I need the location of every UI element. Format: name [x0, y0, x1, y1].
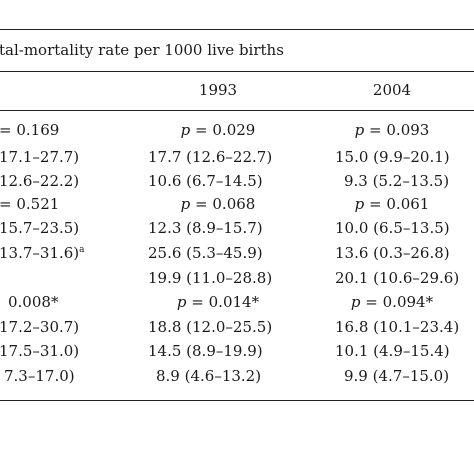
- rule-under-title: [0, 71, 474, 72]
- cell-col1: 17.2–30.7): [0, 318, 80, 336]
- column-header-1993: 1993: [198, 81, 238, 99]
- cell-col3: 16.8 (10.1–23.4): [335, 318, 460, 336]
- cell-col2: p = 0.029: [180, 121, 256, 139]
- p-symbol: p: [354, 195, 365, 213]
- column-header-2004: 2004: [372, 81, 412, 99]
- cell-col2: 19.9 (11.0–28.8): [148, 269, 273, 287]
- rule-bottom: [0, 400, 474, 401]
- cell-col3: 10.1 (4.9–15.4): [335, 342, 450, 360]
- cell-col3: 13.6 (0.3–26.8): [335, 244, 450, 262]
- cell-col2: 18.8 (12.0–25.5): [148, 318, 273, 336]
- cell-col1: = 0.521: [0, 195, 60, 213]
- cell-col2: 12.3 (8.9–15.7): [148, 219, 263, 237]
- cell-col1: 15.7–23.5): [0, 219, 80, 237]
- p-symbol: p: [350, 293, 361, 311]
- cell-col3: 15.0 (9.9–20.1): [335, 148, 450, 166]
- rule-top: [0, 29, 474, 30]
- cell-col2: 14.5 (8.9–19.9): [148, 342, 263, 360]
- cell-col3: 20.1 (10.6–29.6): [335, 269, 460, 287]
- cell-col3: 10.0 (6.5–13.5): [335, 219, 450, 237]
- p-symbol: p: [354, 121, 365, 139]
- cell-col1: 7.3–17.0): [4, 367, 75, 385]
- cell-col1: = 0.169: [0, 121, 60, 139]
- table-title: tal-mortality rate per 1000 live births: [0, 41, 284, 59]
- cell-col3: 9.9 (4.7–15.0): [344, 367, 450, 385]
- cell-col2: 25.6 (5.3–45.9): [148, 244, 263, 262]
- cell-col3: p = 0.093: [354, 121, 430, 139]
- cell-col2: 17.7 (12.6–22.7): [148, 148, 273, 166]
- cell-col3: p = 0.061: [354, 195, 430, 213]
- p-symbol: p: [180, 195, 191, 213]
- p-symbol: p: [176, 293, 187, 311]
- cell-col3: 9.3 (5.2–13.5): [344, 172, 450, 190]
- rule-under-headers: [0, 110, 474, 111]
- cell-col1-text: 13.7–31.6): [0, 244, 80, 262]
- footnote-marker: a: [79, 245, 85, 255]
- p-symbol: p: [180, 121, 191, 139]
- cell-col1: 17.1–27.7): [0, 148, 80, 166]
- cell-col2: 10.6 (6.7–14.5): [148, 172, 263, 190]
- cell-col1: 13.7–31.6)a: [0, 245, 85, 262]
- cell-col1: 0.008*: [8, 293, 59, 311]
- cell-col2: p = 0.014*: [176, 293, 260, 311]
- cell-col1: 17.5–31.0): [0, 342, 80, 360]
- cell-col3: p = 0.094*: [350, 293, 434, 311]
- cell-col1: 12.6–22.2): [0, 172, 80, 190]
- cell-col2: p = 0.068: [180, 195, 256, 213]
- cell-col2: 8.9 (4.6–13.2): [156, 367, 262, 385]
